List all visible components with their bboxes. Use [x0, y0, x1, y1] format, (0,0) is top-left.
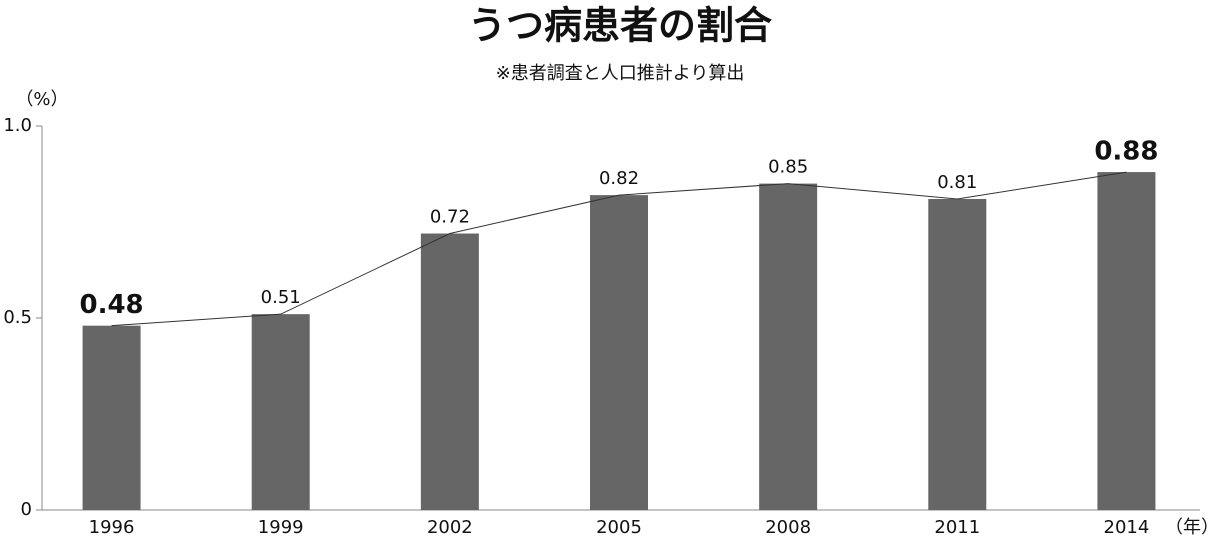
x-tick-label: 1999	[258, 517, 304, 538]
trend-line	[111, 171, 1127, 327]
x-tick-label: 1996	[89, 517, 135, 538]
x-axis-label: （年）	[1165, 517, 1219, 538]
bar	[590, 195, 648, 510]
value-label: 0.48	[79, 290, 143, 320]
x-tick-label: 2014	[1104, 517, 1150, 538]
chart-subtitle: ※患者調査と人口推計より算出	[496, 63, 745, 84]
y-tick-label: 0.5	[3, 307, 32, 328]
x-tick-label: 2005	[596, 517, 642, 538]
x-tick-label: 2011	[934, 517, 980, 538]
bar	[82, 325, 141, 510]
value-label: 0.85	[768, 157, 808, 178]
value-label: 0.51	[261, 287, 301, 308]
bar	[251, 314, 310, 510]
chart-title: うつ病患者の割合	[468, 4, 772, 48]
value-label: 0.81	[937, 172, 977, 193]
bar	[759, 183, 818, 510]
y-tick-label: 0	[21, 499, 32, 520]
bar	[420, 233, 479, 510]
y-tick-label: 1.0	[3, 115, 32, 136]
x-tick-label: 2002	[427, 517, 473, 538]
value-label: 0.88	[1094, 137, 1158, 167]
value-label: 0.72	[430, 207, 470, 228]
x-tick-label: 2008	[765, 517, 811, 538]
y-axis-label: （%）	[15, 89, 68, 110]
bar	[928, 198, 987, 510]
value-label: 0.82	[599, 168, 639, 189]
bar	[1097, 172, 1156, 510]
